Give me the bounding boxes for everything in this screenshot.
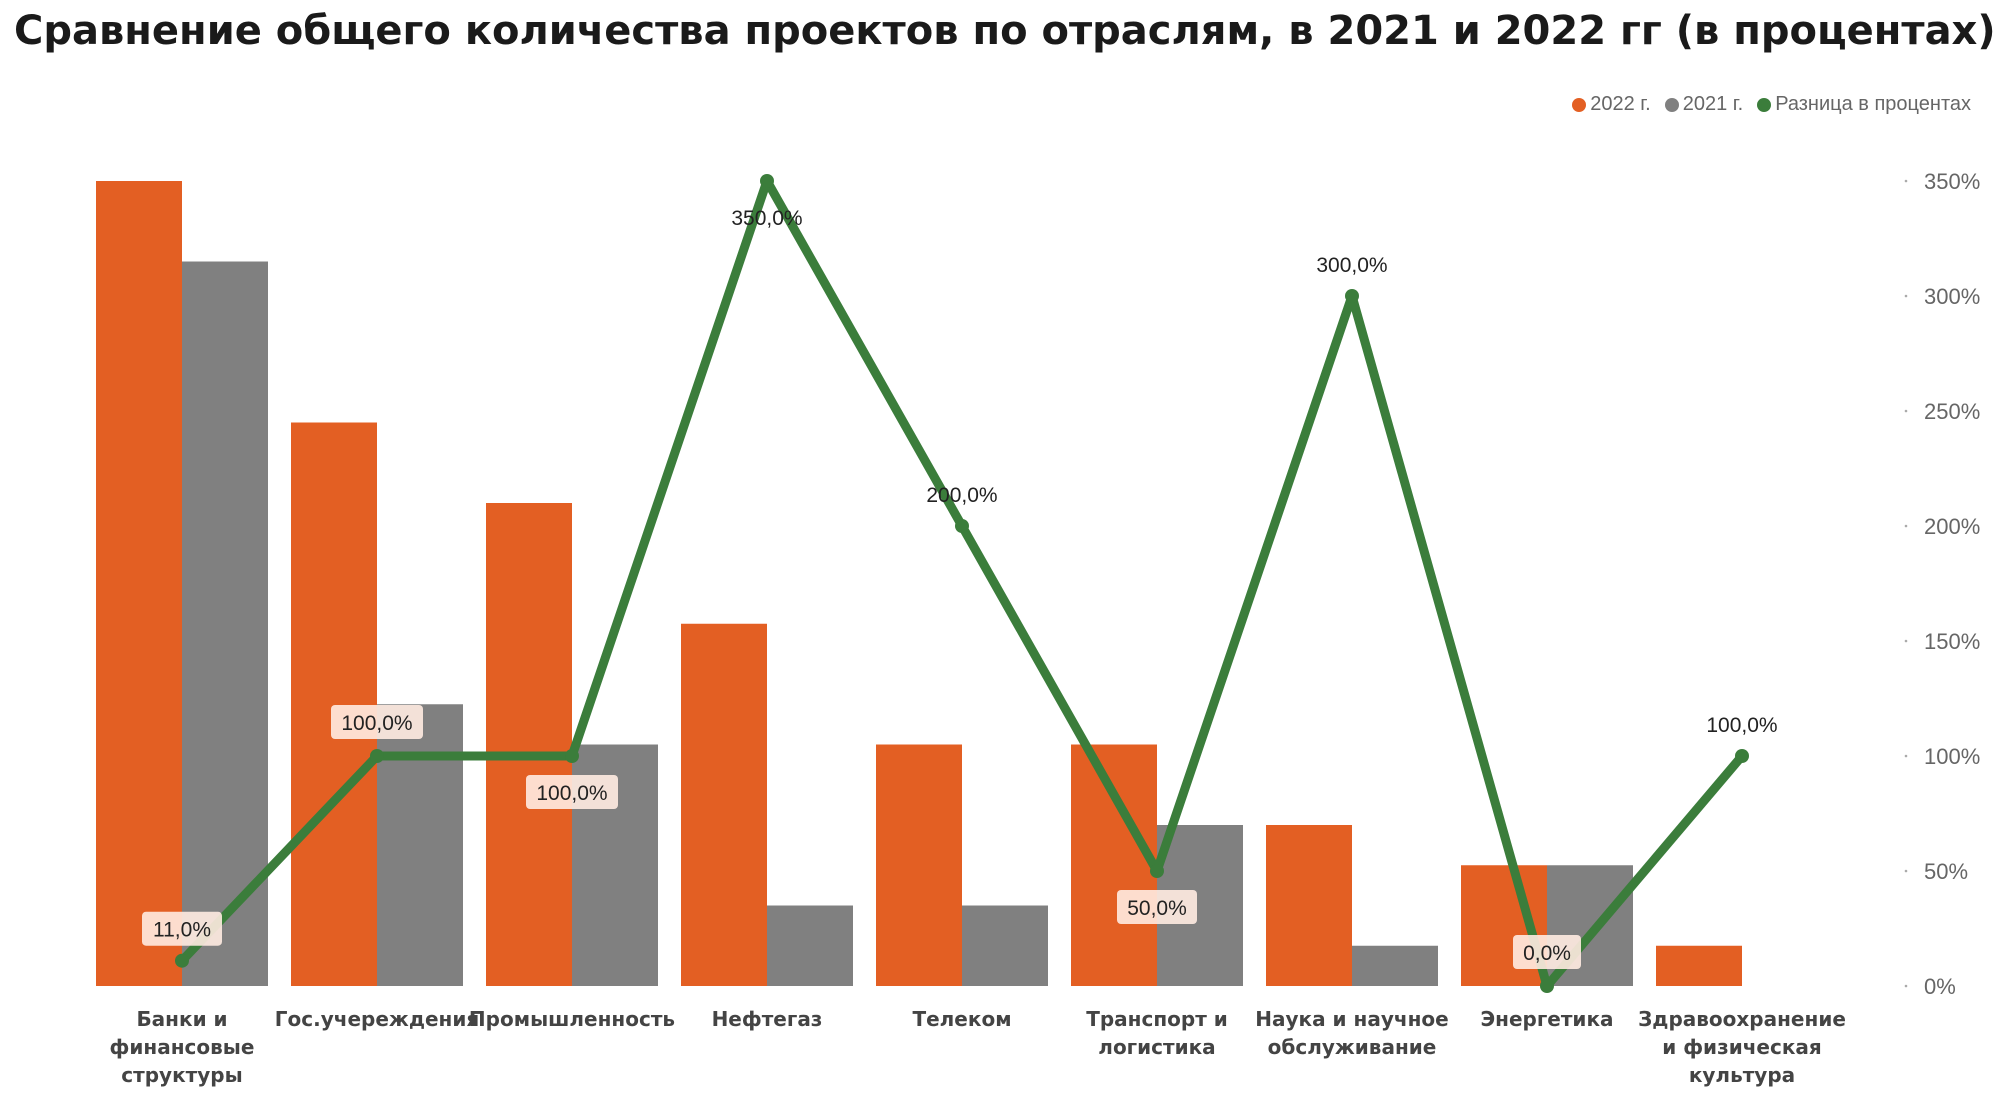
legend-swatch-2021 [1664,97,1679,112]
diff-point[interactable] [955,519,969,533]
right-axis-tick-label: 50% [1924,859,1968,884]
bar-2022[interactable] [1071,744,1157,987]
category-label: Транспорт и логистика [1086,1007,1228,1059]
bar-2022[interactable] [96,181,182,986]
right-axis-tick-label: 350% [1924,169,1980,194]
category-label: Банки и финансовые структуры [110,1007,255,1087]
legend-swatch-2022 [1572,97,1587,112]
diff-point[interactable] [1150,864,1164,878]
data-label-box [1513,935,1581,969]
legend-item-diff[interactable]: Разница в процентах [1757,93,1971,116]
tick-mark [1904,869,1908,873]
data-label: 350,0% [731,207,802,230]
right-axis-tick-label: 200% [1924,514,1980,539]
bar-2022[interactable] [681,623,767,986]
legend-swatch-diff [1757,97,1772,112]
category-label: Гос.учереждения [275,1007,479,1031]
data-label-box [526,775,618,809]
data-label-box [142,911,222,946]
bar-2022[interactable] [1266,825,1352,986]
tick-mark [1904,409,1908,413]
category-label: Энергетика [1480,1007,1613,1031]
category-label: Телеком [912,1007,1011,1031]
bar-2021[interactable] [962,905,1048,987]
diff-point[interactable] [1735,749,1749,763]
bar-2022[interactable] [876,744,962,987]
category-label: Наука и научное обслуживание [1255,1007,1449,1059]
data-label: 100,0% [1706,714,1777,737]
data-label: 200,0% [926,484,997,507]
data-labels: 11,0% 100,0% 100,0% 350,0% 200,0% 50,0% 300,0%… [142,207,1778,969]
data-label-box [331,705,423,739]
legend-label-2022: 2022 г. [1590,93,1651,115]
data-label-box [1117,890,1197,924]
right-axis-tick-label: 300% [1924,284,1980,309]
category-label: Нефтегаз [712,1007,823,1031]
bar-2022[interactable] [1656,945,1742,986]
diff-point[interactable] [370,749,384,763]
tick-mark [1904,524,1908,528]
data-label: 50,0% [1127,897,1187,920]
legend-label-2021: 2021 г. [1682,93,1744,115]
right-axis-tick-label: 250% [1924,399,1980,424]
bar-2021[interactable] [1352,945,1438,986]
tick-mark [1904,294,1908,298]
right-axis-tick-label: 0% [1924,974,1956,999]
data-label: 11,0% [153,919,211,942]
tick-mark [1904,179,1908,183]
legend-item-2021[interactable]: 2021 г. [1664,93,1744,116]
category-axis: Банки и финансовые структуры Гос.учереждени… [110,1007,1846,1087]
diff-point[interactable] [175,953,189,968]
legend-label-diff: Разница в процентах [1775,93,1971,115]
legend-item-2022[interactable]: 2022 г. [1572,93,1651,116]
right-axis-tick-label: 150% [1924,629,1980,654]
series-2022-bars [96,181,1742,986]
bar-2021[interactable] [377,704,463,986]
diff-point[interactable] [760,174,774,188]
legend: 2022 г. 2021 г. Разница в процентах [1572,93,1971,116]
diff-point[interactable] [565,749,579,763]
right-axis-tick-label: 100% [1924,744,1980,769]
category-label: Здравоохранение и физическая культура [1638,1007,1846,1087]
bar-2021[interactable] [182,261,268,987]
diff-point[interactable] [1345,289,1359,303]
series-diff-line [175,174,1749,993]
right-axis: 0% 50% 100% 150% 200% 250% 300% 350% [1904,169,1980,999]
data-label: 0,0% [1523,942,1571,965]
data-label: 300,0% [1316,254,1387,277]
bar-2022[interactable] [291,422,377,987]
bar-2022[interactable] [486,503,572,986]
data-label: 100,0% [536,782,607,805]
chart-title: Сравнение общего количества проектов по … [14,8,1996,54]
category-label: Промышленность [469,1007,675,1031]
diff-point[interactable] [1540,979,1554,993]
tick-mark [1904,754,1908,758]
tick-mark [1904,984,1908,988]
bar-2021[interactable] [767,905,853,987]
data-label: 100,0% [341,712,412,735]
tick-mark [1904,639,1908,643]
